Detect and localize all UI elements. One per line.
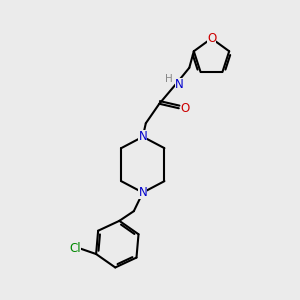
- Text: Cl: Cl: [69, 242, 81, 254]
- Text: N: N: [138, 186, 147, 199]
- Text: N: N: [175, 78, 184, 91]
- Text: H: H: [165, 74, 173, 84]
- Text: O: O: [207, 32, 216, 45]
- Text: O: O: [181, 102, 190, 115]
- Text: N: N: [138, 130, 147, 143]
